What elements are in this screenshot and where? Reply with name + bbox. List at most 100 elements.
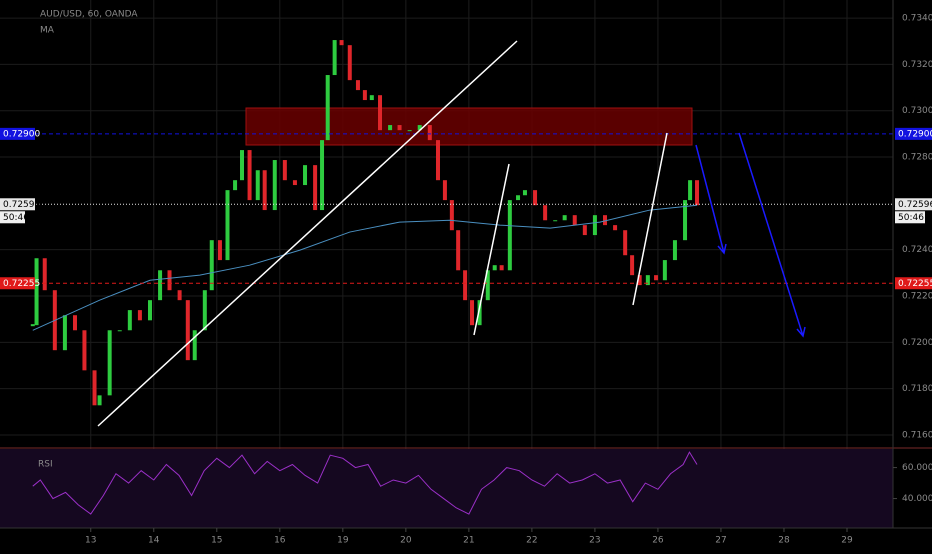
candle bbox=[82, 330, 87, 371]
candle bbox=[202, 290, 207, 331]
timer-label: 50:46 bbox=[898, 213, 924, 223]
y-tick-label: 40.0000 bbox=[902, 494, 932, 504]
candle bbox=[485, 270, 490, 301]
candle bbox=[158, 270, 163, 301]
trend-line bbox=[97, 40, 518, 427]
candle bbox=[262, 170, 267, 211]
candle bbox=[34, 258, 39, 326]
candle bbox=[177, 290, 182, 301]
candle bbox=[533, 190, 538, 206]
price-label-box bbox=[895, 277, 932, 290]
candle bbox=[42, 258, 47, 291]
candle bbox=[672, 240, 677, 261]
candle bbox=[688, 180, 693, 201]
x-tick-label: 16 bbox=[274, 536, 286, 546]
candle bbox=[407, 130, 412, 132]
candle bbox=[602, 215, 607, 226]
candle bbox=[522, 190, 527, 196]
candle bbox=[255, 170, 260, 201]
price-label-box bbox=[0, 198, 35, 211]
drawings bbox=[97, 40, 806, 427]
price-label: 0.72255 bbox=[898, 279, 932, 289]
candle bbox=[516, 195, 521, 201]
x-tick-label: 14 bbox=[148, 536, 160, 546]
candle bbox=[225, 190, 230, 261]
candle bbox=[347, 45, 352, 81]
candle bbox=[117, 330, 122, 332]
price-label: 0.72255 bbox=[3, 279, 40, 289]
price-label-box bbox=[0, 127, 35, 140]
x-tick-label: 19 bbox=[337, 536, 349, 546]
x-tick-label: 28 bbox=[778, 536, 790, 546]
candle bbox=[147, 300, 152, 321]
candle bbox=[427, 125, 432, 141]
price-label: 0.72900 bbox=[3, 129, 40, 139]
price-label: 0.72596 bbox=[3, 200, 40, 210]
candle bbox=[553, 220, 558, 222]
rsi-pane bbox=[0, 449, 893, 528]
x-tick-label: 21 bbox=[463, 536, 474, 546]
candle bbox=[362, 90, 367, 101]
candle bbox=[239, 150, 244, 181]
candle bbox=[30, 324, 35, 327]
timer-box bbox=[0, 211, 25, 224]
candle bbox=[662, 260, 667, 281]
candle bbox=[303, 165, 308, 186]
candle bbox=[562, 215, 567, 221]
candle bbox=[369, 95, 374, 101]
candle bbox=[683, 200, 688, 241]
candle bbox=[543, 205, 548, 221]
candle bbox=[320, 140, 325, 211]
candle bbox=[92, 370, 97, 406]
x-tick-label: 20 bbox=[400, 536, 412, 546]
trend-line bbox=[473, 163, 510, 336]
candle bbox=[470, 300, 475, 326]
x-tick-label: 13 bbox=[85, 536, 96, 546]
candle bbox=[217, 240, 222, 261]
candle bbox=[292, 180, 297, 186]
candle bbox=[192, 330, 197, 361]
moving-average bbox=[32, 204, 698, 331]
candle bbox=[185, 300, 190, 361]
candle bbox=[449, 200, 454, 231]
candle bbox=[397, 125, 402, 131]
x-tick-label: 22 bbox=[526, 536, 537, 546]
x-tick-label: 27 bbox=[715, 536, 726, 546]
timer-box bbox=[895, 211, 925, 224]
x-tick-label: 29 bbox=[841, 536, 853, 546]
candle bbox=[435, 140, 440, 181]
candle bbox=[62, 315, 67, 351]
chart-title: AUD/USD, 60, OANDA bbox=[40, 10, 138, 20]
arrow bbox=[738, 132, 806, 338]
candle bbox=[313, 165, 318, 211]
candle bbox=[572, 215, 577, 226]
candle bbox=[339, 40, 344, 46]
candle bbox=[388, 125, 393, 131]
candle bbox=[417, 125, 422, 131]
candle bbox=[325, 75, 330, 141]
candle bbox=[282, 160, 287, 181]
x-tick-label: 15 bbox=[211, 536, 222, 546]
candle bbox=[233, 180, 238, 191]
plot-area bbox=[0, 40, 893, 515]
candle bbox=[613, 225, 618, 231]
candle bbox=[456, 230, 461, 271]
candle bbox=[654, 275, 659, 281]
price-label-box bbox=[895, 198, 932, 211]
candle bbox=[127, 310, 132, 331]
candle bbox=[107, 330, 112, 396]
x-tick-label: 23 bbox=[589, 536, 600, 546]
price-label-box bbox=[895, 127, 932, 140]
timer-label: 50:46 bbox=[3, 213, 29, 223]
candle bbox=[637, 275, 642, 286]
